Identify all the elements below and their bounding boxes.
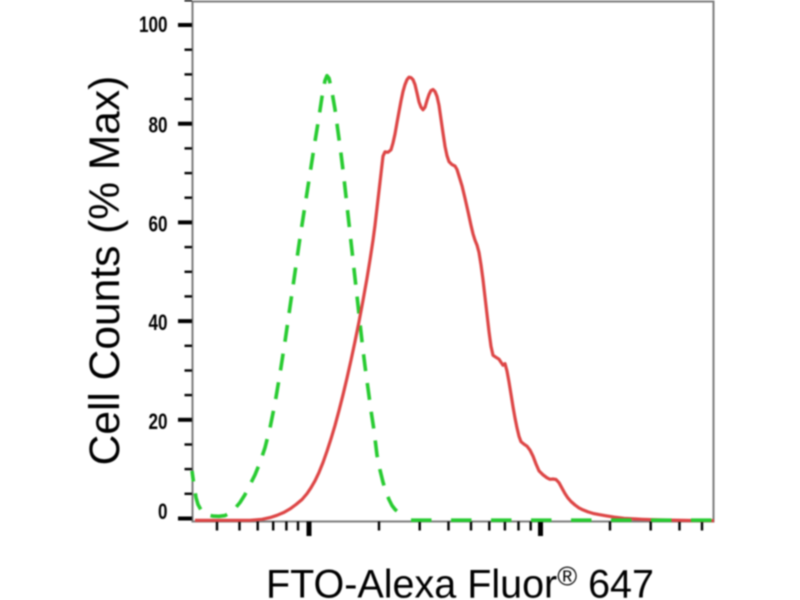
svg-text:60: 60	[149, 211, 168, 236]
svg-text:100: 100	[139, 12, 168, 37]
svg-text:0: 0	[158, 499, 168, 524]
svg-text:80: 80	[149, 113, 168, 138]
svg-text:40: 40	[149, 310, 168, 335]
svg-text:20: 20	[149, 409, 168, 434]
svg-text:FTO-Alexa Fluor® 647: FTO-Alexa Fluor® 647	[266, 562, 654, 600]
svg-text:Cell Counts (% Max): Cell Counts (% Max)	[82, 76, 129, 466]
